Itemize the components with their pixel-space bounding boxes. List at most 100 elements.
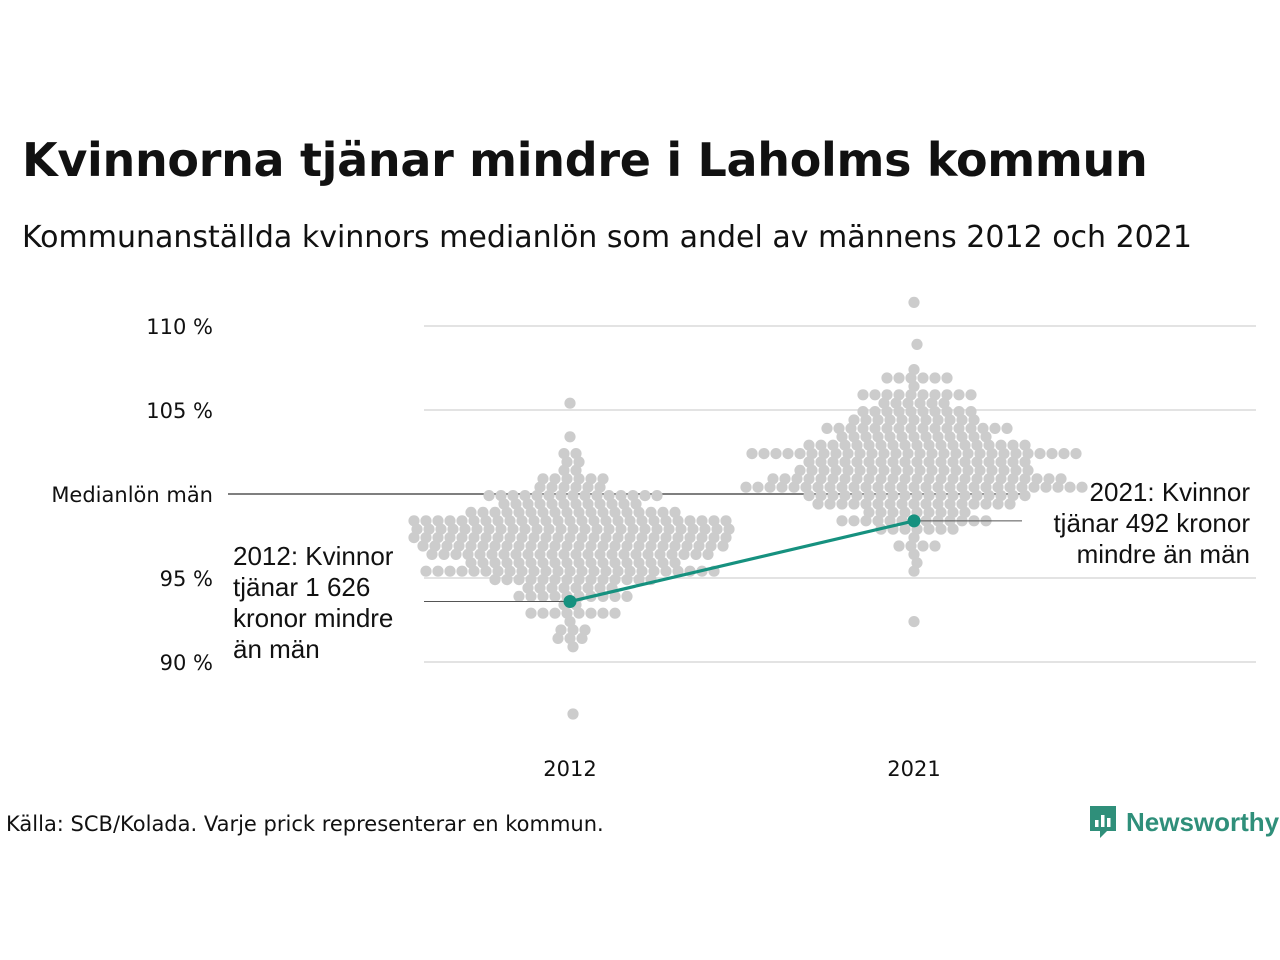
municipality-dot: [705, 540, 717, 552]
municipality-dot: [917, 406, 929, 418]
municipality-dot: [953, 389, 965, 401]
municipality-dot: [923, 506, 935, 518]
municipality-dot: [842, 448, 854, 460]
municipality-dot: [848, 515, 860, 527]
municipality-dot: [1034, 448, 1046, 460]
municipality-dot: [872, 431, 884, 443]
y-tick-label: Medianlön män: [51, 483, 213, 507]
municipality-dot: [1028, 481, 1040, 493]
municipality-dot: [573, 557, 585, 569]
municipality-dot: [983, 490, 995, 502]
municipality-dot: [525, 590, 537, 603]
municipality-dot: [669, 540, 681, 552]
municipality-dot: [779, 473, 791, 485]
municipality-dot: [672, 532, 684, 544]
municipality-dot: [525, 540, 537, 552]
municipality-dot: [495, 490, 507, 502]
municipality-dot: [624, 565, 636, 577]
annotation-2012-line: kronor mindre: [233, 603, 393, 633]
municipality-dot: [824, 481, 836, 493]
municipality-dot: [501, 540, 513, 552]
municipality-dot: [501, 506, 513, 518]
municipality-dot: [911, 490, 923, 502]
municipality-dot: [860, 481, 872, 493]
municipality-dot: [902, 397, 914, 409]
municipality-dot: [1001, 422, 1013, 434]
municipality-dot: [522, 548, 534, 561]
municipality-dot: [549, 574, 561, 586]
municipality-dot: [594, 548, 606, 561]
municipality-dot: [585, 607, 597, 619]
municipality-dot: [836, 481, 848, 493]
municipality-dot: [959, 456, 971, 468]
municipality-dot: [944, 431, 956, 443]
municipality-dot: [857, 389, 869, 401]
municipality-dot: [537, 607, 549, 619]
municipality-dot: [860, 515, 872, 527]
municipality-dot: [612, 515, 624, 527]
municipality-dot: [495, 523, 507, 535]
municipality-dot: [899, 456, 911, 468]
municipality-dot: [893, 372, 905, 384]
municipality-dot: [576, 515, 588, 527]
municipality-dot: [941, 389, 953, 401]
municipality-dot: [986, 464, 998, 476]
municipality-dot: [534, 481, 546, 493]
municipality-dot: [552, 565, 564, 577]
municipality-dot: [884, 498, 896, 510]
municipality-dot: [591, 523, 603, 535]
municipality-dot: [573, 574, 585, 586]
municipality-dot: [564, 431, 576, 443]
municipality-dot: [935, 439, 947, 451]
laholm-point: [907, 514, 921, 528]
annotation-2012: 2012: Kvinnor tjänar 1 626 kronor mindre än…: [233, 541, 394, 664]
municipality-dot: [573, 506, 585, 518]
municipality-dot: [570, 464, 582, 476]
municipality-dot: [462, 548, 474, 561]
municipality-dot: [576, 632, 588, 645]
municipality-dot: [465, 557, 477, 569]
municipality-dot: [980, 481, 992, 493]
municipality-dot: [603, 523, 615, 535]
municipality-dot: [456, 532, 468, 544]
municipality-dot: [920, 414, 932, 426]
municipality-dot: [558, 448, 570, 460]
municipality-dot: [420, 532, 432, 544]
newsworthy-logo[interactable]: Newsworthy: [1088, 802, 1279, 842]
municipality-dot: [932, 431, 944, 443]
municipality-dot: [657, 506, 669, 518]
municipality-dot: [884, 481, 896, 493]
municipality-dot: [947, 506, 959, 518]
municipality-dot: [639, 490, 651, 502]
municipality-dot: [537, 574, 549, 586]
municipality-dot: [875, 506, 887, 518]
municipality-dot: [1070, 448, 1082, 460]
municipality-dot: [794, 464, 806, 476]
municipality-dot: [474, 548, 486, 561]
municipality-dot: [483, 523, 495, 535]
municipality-dot: [857, 406, 869, 418]
municipality-dot: [971, 456, 983, 468]
municipality-dot: [812, 498, 824, 510]
municipality-dot: [980, 498, 992, 510]
municipality-dot: [528, 565, 540, 577]
newsworthy-logo-text: Newsworthy: [1126, 806, 1280, 837]
municipality-dot: [483, 490, 495, 502]
municipality-dot: [827, 456, 839, 468]
municipality-dot: [905, 406, 917, 418]
municipality-dot: [513, 540, 525, 552]
municipality-dot: [1022, 448, 1034, 460]
municipality-dot: [950, 448, 962, 460]
municipality-dot: [504, 565, 516, 577]
municipality-dot: [968, 481, 980, 493]
x-tick-label: 2021: [887, 757, 940, 781]
municipality-dot: [965, 406, 977, 418]
municipality-dot: [857, 422, 869, 434]
municipality-dot: [899, 506, 911, 518]
municipality-dot: [441, 540, 453, 552]
municipality-dot: [929, 389, 941, 401]
municipality-dot: [869, 422, 881, 434]
municipality-dot: [543, 523, 555, 535]
municipality-dot: [666, 548, 678, 561]
municipality-dot: [702, 548, 714, 561]
